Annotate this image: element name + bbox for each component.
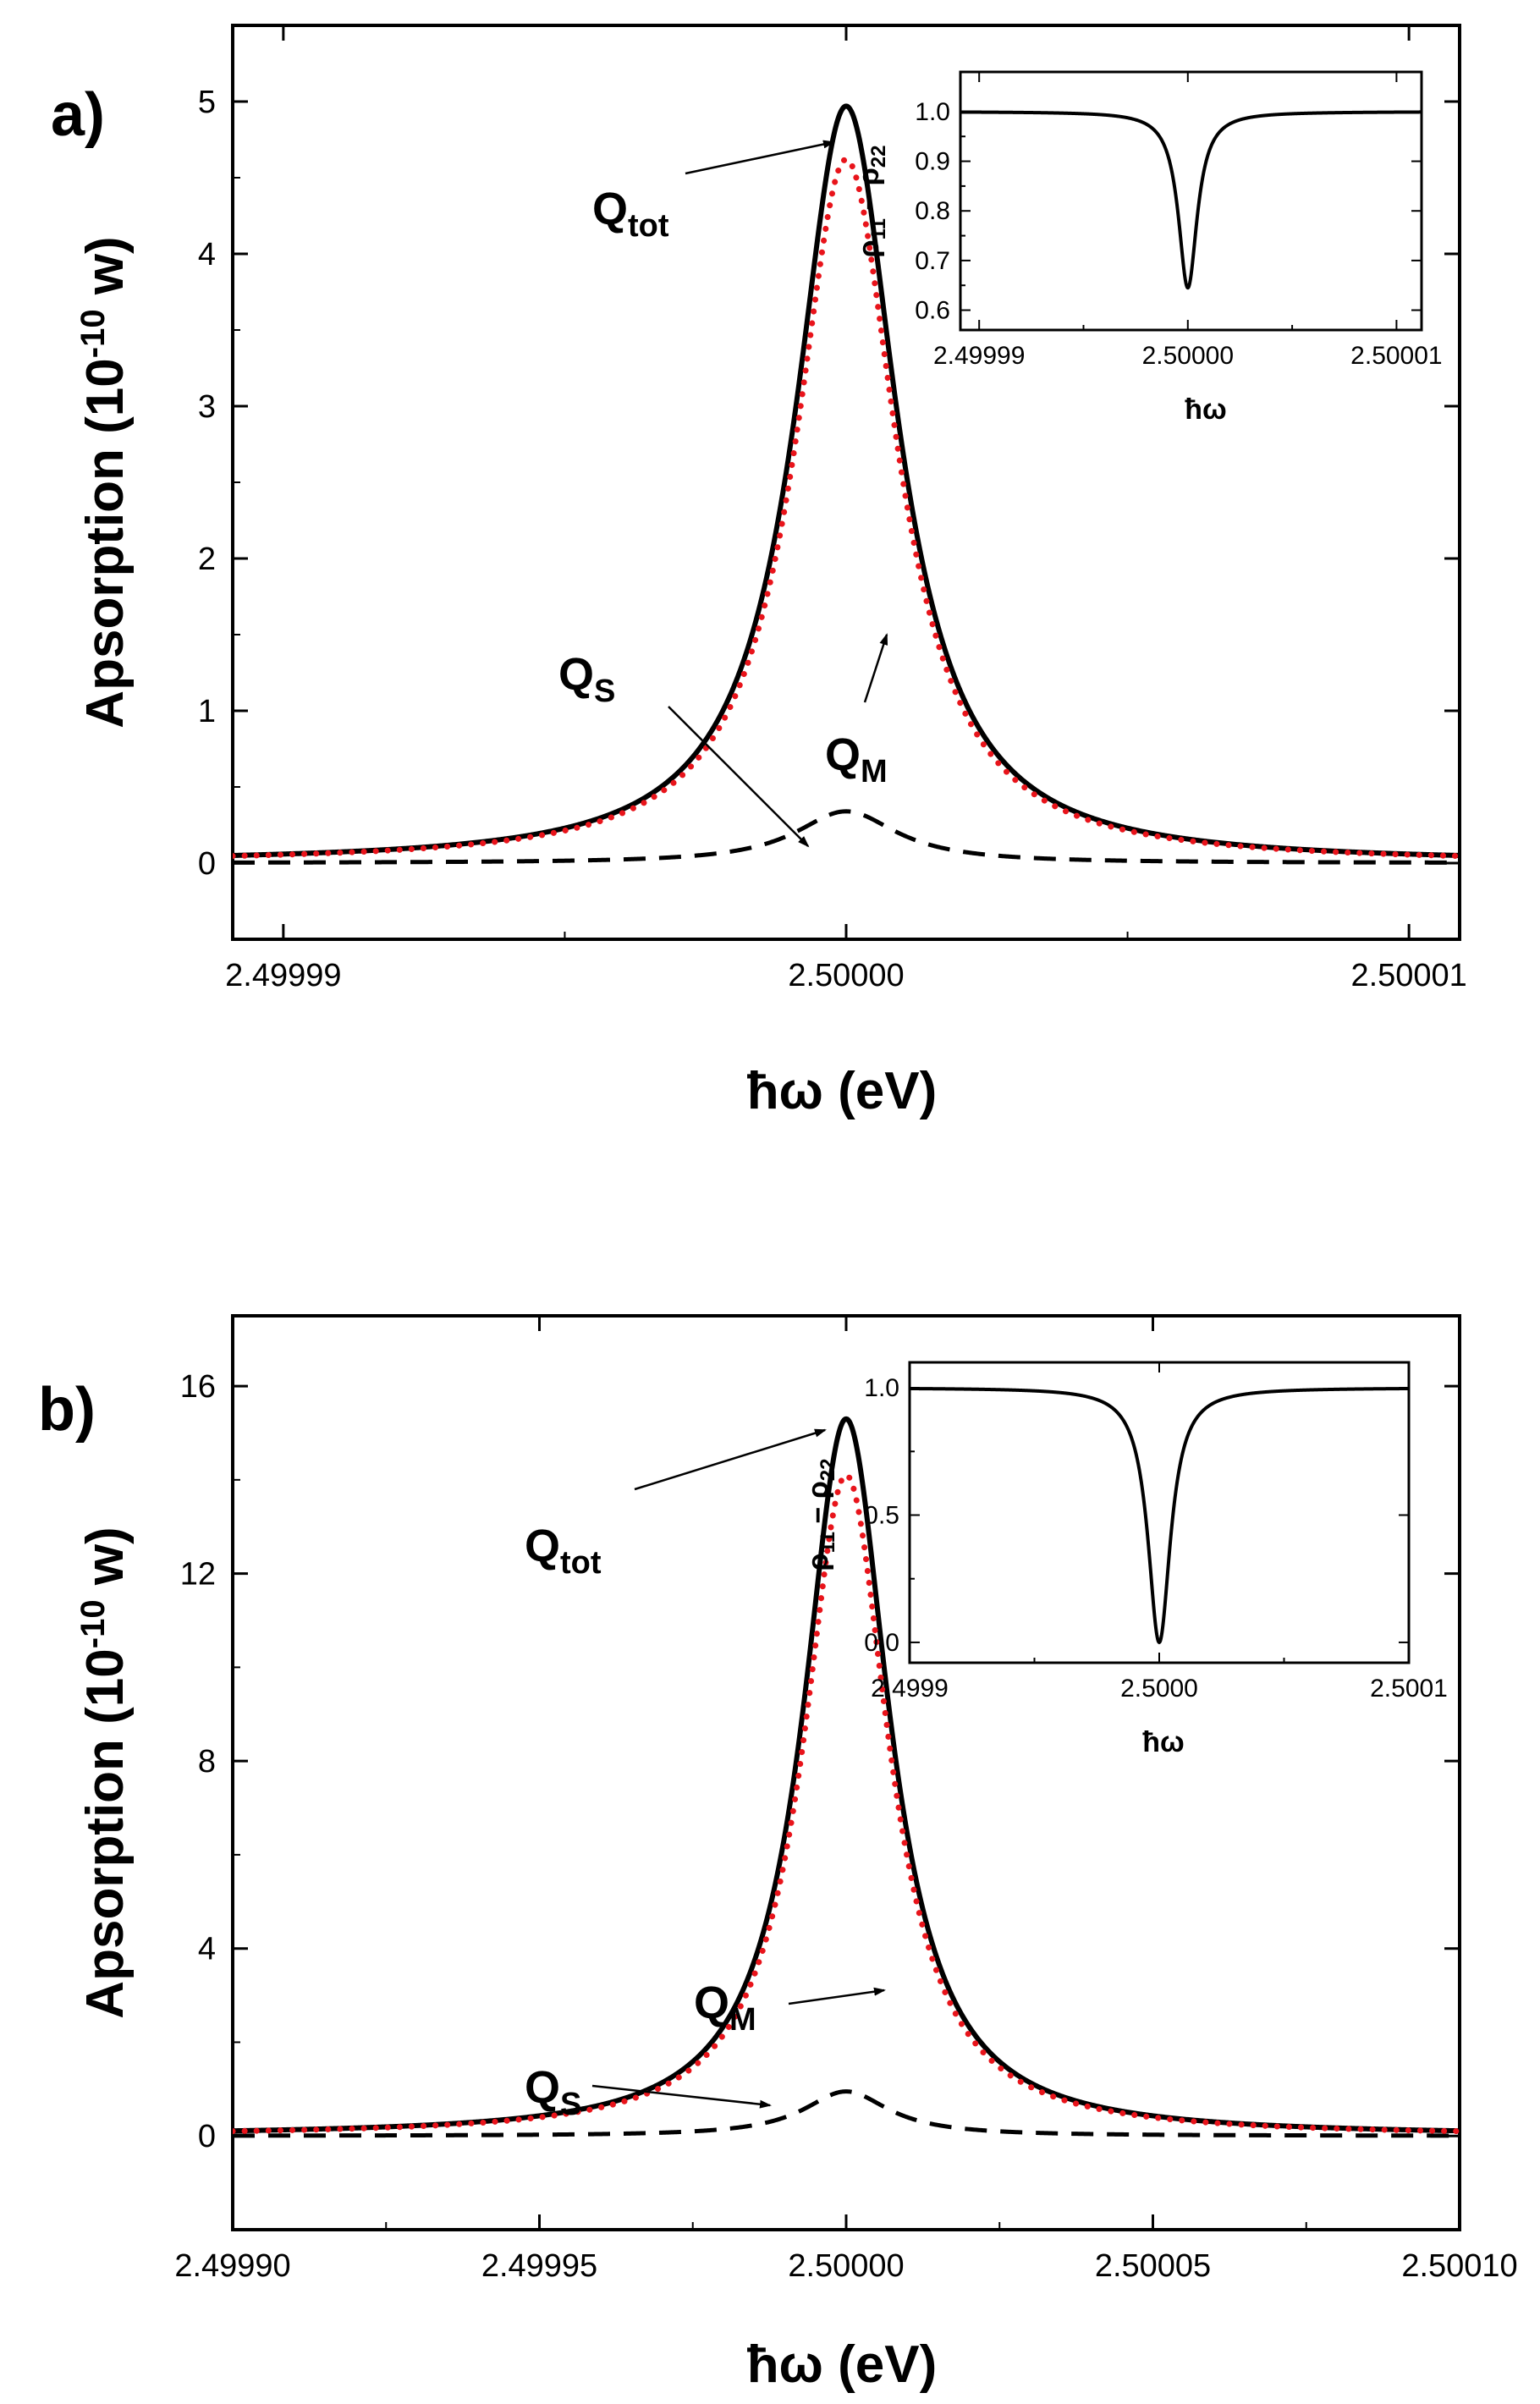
panel-a-y-tick-label: 1 — [198, 694, 216, 729]
panel-a-inset-x-label: ħω — [1185, 393, 1227, 426]
panel-b-inset-y-tick-label: 1.0 — [864, 1374, 899, 1402]
panel-a-annotation-qs: QS — [558, 649, 615, 709]
panel-a-annotation-qtot: Qtot — [592, 184, 669, 244]
panel-a-curves — [233, 103, 1460, 865]
panel-a-y-tick-label: 0 — [198, 846, 216, 882]
panel-b-inset-y-tick-label: 0.5 — [864, 1502, 899, 1530]
panel-b-x-tick-label: 2.49995 — [481, 2248, 597, 2284]
panel-a-arrow-qm — [863, 633, 888, 703]
panel-b-y-axis-label: Apsorption (10-10 w) — [74, 1527, 135, 2018]
panel-a-y-tick-label: 3 — [198, 389, 216, 425]
panel-a-inset-y-tick-label: 0.9 — [915, 148, 950, 176]
panel-b-inset-curves — [909, 1386, 1410, 1645]
panel-b-inset-x-tick-label: 2.5000 — [1120, 1675, 1198, 1703]
panel-b-inset-ticks: 2.4999 2.5000 2.5001 0.0 0.5 1.0 — [864, 1362, 1448, 1703]
panel-b-x-axis-label: ħω (eV) — [747, 2335, 938, 2394]
panel-b-arrow-qm — [788, 1987, 886, 2005]
panel-a: a) 2.49999 2.50000 2.50001 0 1 2 3 4 5 Apsorptio… — [51, 24, 1467, 1120]
panel-a-arrow-qs — [668, 706, 810, 848]
panel-a-inset-ticks: 2.49999 2.50000 2.50001 0.6 0.7 0.8 0.9 1.0 — [915, 72, 1443, 370]
panel-a-y-tick-label: 5 — [198, 85, 216, 120]
panel-b: b) 2.49990 2.49995 2.50000 2.50005 2.50010 0 4… — [38, 1314, 1518, 2394]
panel-b-annotation-qtot: Qtot — [525, 1521, 602, 1581]
panel-a-y-axis-label: Apsorption (10-10 w) — [74, 236, 135, 728]
panel-a-inset: 2.49999 2.50000 2.50001 0.6 0.7 0.8 0.9 1.0 ρ11… — [853, 70, 1443, 426]
panel-a-y-tick-label: 4 — [198, 237, 216, 272]
panel-a-label: a) — [51, 81, 105, 149]
panel-a-arrow-qtot — [685, 140, 835, 175]
panel-b-inset-y-label: ρ11 − ρ22 — [802, 1459, 839, 1571]
panel-a-ticks: 2.49999 2.50000 2.50001 0 1 2 3 4 5 — [198, 25, 1467, 993]
panel-b-y-tick-label: 12 — [180, 1557, 216, 1593]
panel-b-x-tick-label: 2.50000 — [788, 2248, 904, 2284]
panel-b-x-tick-label: 2.50005 — [1095, 2248, 1211, 2284]
panel-b-y-tick-label: 16 — [180, 1369, 216, 1405]
panel-a-annotation-qm: QM — [825, 729, 888, 789]
panel-b-inset-frame — [908, 1361, 1411, 1664]
panel-b-y-tick-label: 8 — [198, 1744, 216, 1780]
panel-b-arrow-qs — [591, 2084, 772, 2109]
panel-b-x-tick-label: 2.49990 — [174, 2248, 290, 2284]
panel-b-y-tick-label: 0 — [198, 2119, 216, 2154]
panel-b-inset-x-tick-label: 2.5001 — [1370, 1675, 1448, 1703]
panel-b-y-tick-label: 4 — [198, 1932, 216, 1967]
panel-a-inset-frame — [959, 70, 1423, 332]
panel-a-inset-x-tick-label: 2.49999 — [933, 342, 1025, 370]
panel-b-label: b) — [38, 1376, 96, 1444]
panel-b-arrow-qtot — [634, 1428, 827, 1491]
panel-a-y-tick-label: 2 — [198, 542, 216, 577]
panel-a-inset-series-rho — [960, 110, 1422, 290]
panel-a-x-tick-label: 2.50001 — [1350, 958, 1466, 993]
panel-a-x-tick-label: 2.49999 — [225, 958, 341, 993]
panel-a-inset-y-tick-label: 0.7 — [915, 247, 950, 275]
panel-b-curves — [233, 1416, 1460, 2138]
panel-a-series-q-m — [233, 156, 1460, 860]
panel-b-inset: 2.4999 2.5000 2.5001 0.0 0.5 1.0 ρ11 − ρ22 ħω — [802, 1361, 1448, 1758]
panel-b-series-q-m — [233, 1472, 1460, 2135]
panel-a-inset-y-label: ρ11 − ρ22 — [853, 146, 890, 258]
panel-a-inset-curves — [960, 110, 1422, 290]
panel-b-series-q-s — [233, 2089, 1460, 2138]
panel-b-x-tick-label: 2.50010 — [1401, 2248, 1517, 2284]
panel-b-annotation-qm: QM — [694, 1978, 756, 2038]
panel-b-inset-y-tick-label: 0.0 — [864, 1629, 899, 1657]
panel-a-inset-y-tick-label: 0.6 — [915, 297, 950, 325]
panel-a-inset-x-tick-label: 2.50001 — [1350, 342, 1442, 370]
panel-a-inset-x-tick-label: 2.50000 — [1142, 342, 1234, 370]
panel-b-inset-x-tick-label: 2.4999 — [871, 1675, 949, 1703]
panel-a-series-q-s — [233, 809, 1460, 865]
panel-b-inset-series-rho — [909, 1386, 1410, 1645]
panel-a-x-axis-label: ħω (eV) — [747, 1062, 938, 1120]
panel-a-x-tick-label: 2.50000 — [788, 958, 904, 993]
panel-b-inset-x-label: ħω — [1142, 1726, 1185, 1758]
panel-a-inset-y-tick-label: 0.8 — [915, 197, 950, 225]
panel-b-annotation-qs: QS — [525, 2062, 581, 2122]
panel-a-inset-y-tick-label: 1.0 — [915, 98, 950, 126]
